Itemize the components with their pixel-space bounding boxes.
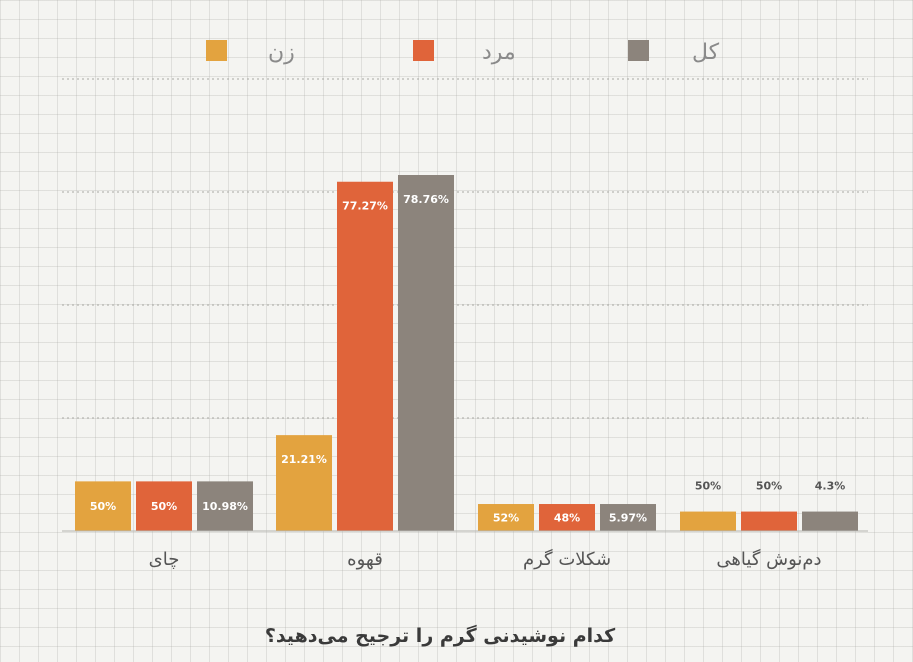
bars [75,175,858,531]
value-label-3-1: 50% [756,480,782,493]
bar-2-2 [600,504,656,531]
bar-0-2 [197,481,253,531]
legend-swatch-2 [628,40,649,61]
value-label-1-1: 77.27% [342,200,388,213]
value-label-2-1: 48% [554,512,580,525]
bar-2-0 [478,504,534,531]
bar-1-1 [337,181,393,531]
category-label-3: دم‌نوش گیاهی [716,548,821,570]
bar-3-2 [802,511,858,531]
value-label-3-0: 50% [695,480,721,493]
value-label-2-0: 52% [493,512,519,525]
chart-title: کدام نوشیدنی گرم را ترجیح می‌دهید؟ [265,624,616,647]
bar-1-0 [276,435,332,531]
legend-label-2: کل [692,40,720,65]
bar-3-0 [680,511,736,531]
value-label-3-2: 4.3% [815,480,846,493]
gridlines [62,78,868,419]
legend: زن مرد کل [206,40,720,65]
bar-3-1 [741,511,797,531]
category-label-1: قهوه [347,549,383,570]
value-label-1-0: 21.21% [281,453,327,466]
bar-0-0 [75,481,131,531]
value-label-0-1: 50% [151,500,177,513]
bar-1-2 [398,175,454,531]
category-label-0: چای [149,549,180,570]
value-label-2-2: 5.97% [609,512,647,525]
value-label-1-2: 78.76% [403,193,449,206]
category-label-2: شکلات گرم [523,548,611,570]
category-labels: چای قهوه شکلات گرم دم‌نوش گیاهی [149,548,822,570]
value-label-0-0: 50% [90,500,116,513]
value-labels: 50% 50% 10.98% 21.21% 77.27% 78.76% 52% 48% 5.97… [90,193,845,525]
legend-swatch-0 [206,40,227,61]
bar-0-1 [136,481,192,531]
legend-label-1: مرد [482,40,516,65]
legend-swatch-1 [413,40,434,61]
value-label-0-2: 10.98% [202,500,248,513]
legend-label-0: زن [268,40,295,65]
bar-2-1 [539,504,595,531]
